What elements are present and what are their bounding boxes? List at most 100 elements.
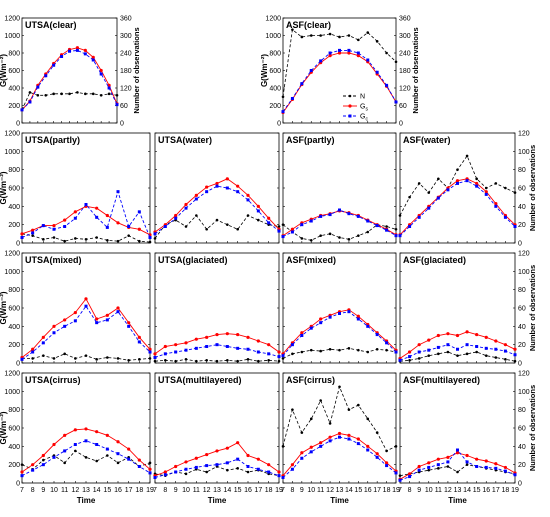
x-tick-label: 7	[153, 487, 157, 494]
gs-marker	[20, 470, 24, 474]
gs-marker	[184, 460, 188, 464]
gs-marker	[84, 297, 88, 301]
y2-tick-label: 240	[120, 51, 132, 58]
y2-tick-label: 80	[518, 407, 526, 414]
x-tick-label: 18	[502, 487, 510, 494]
x-tick-label: 13	[454, 487, 462, 494]
y2-tick-label: 300	[120, 33, 132, 40]
gc-marker	[494, 466, 498, 470]
gc-marker	[347, 437, 351, 441]
panel-ASF(multilayered): 0 20 40 60 80 100 120 7 8 9 10 11 12 13 14 15 16 17 18 19 AS…	[398, 371, 537, 506]
gc-marker	[225, 186, 229, 190]
gc-marker	[465, 460, 469, 464]
gc-marker	[427, 348, 431, 352]
gc-marker	[236, 190, 240, 194]
gs-marker	[52, 442, 56, 447]
n-marker	[195, 214, 198, 217]
gs-marker	[513, 347, 517, 351]
n-marker	[427, 354, 431, 357]
gs-marker	[163, 344, 167, 349]
gs-marker	[236, 184, 240, 188]
y2-tick-label: 60	[518, 306, 526, 313]
y2-tick-label: 60	[518, 426, 526, 433]
gs-marker	[105, 313, 109, 317]
gs-marker	[494, 201, 498, 206]
n-marker	[456, 354, 459, 357]
gc-marker	[84, 439, 88, 443]
x-tick-label: 13	[336, 487, 344, 494]
x-tick-label: 19	[146, 487, 154, 494]
y-tick-label: 1000	[4, 149, 20, 156]
y-tick-label: 600	[8, 306, 20, 313]
gc-marker	[494, 347, 498, 351]
panel-UTSA(mixed): 0 200 400 600 800 1000 1200 UTSA(mixed) G(Wm⁻²)	[0, 251, 152, 368]
n-marker	[74, 357, 77, 360]
gc-marker	[503, 215, 507, 219]
gs-marker	[215, 449, 219, 453]
n-marker	[347, 238, 351, 241]
gc-marker	[417, 350, 421, 354]
n-marker	[195, 359, 198, 363]
n-marker	[215, 218, 219, 222]
n-marker	[456, 168, 459, 171]
n-marker	[338, 35, 341, 39]
gs-marker	[455, 333, 460, 338]
n-marker	[267, 358, 270, 362]
panel-title: ASF(cirrus)	[286, 375, 335, 385]
x-tick-label: 14	[463, 487, 471, 494]
gs-marker	[105, 213, 109, 218]
n-marker	[513, 359, 517, 363]
n-marker	[385, 348, 388, 352]
gc-marker	[137, 210, 141, 214]
panel-frame	[282, 17, 397, 124]
x-tick-label: 18	[135, 487, 143, 494]
gs-marker	[63, 218, 67, 222]
gc-marker	[347, 310, 351, 314]
gs-marker	[184, 341, 188, 345]
gc-marker	[63, 449, 67, 453]
gc-marker	[84, 304, 88, 308]
panel-frame	[154, 132, 280, 244]
gs-marker	[246, 335, 250, 339]
gc-marker	[503, 469, 507, 473]
gs-marker	[300, 451, 304, 455]
n-marker	[236, 227, 239, 231]
n-marker	[319, 34, 322, 37]
gc-marker	[63, 225, 67, 228]
x-tick-label: 17	[373, 487, 381, 494]
gs-marker	[494, 339, 498, 343]
n-marker	[366, 31, 370, 34]
gc-marker	[427, 206, 431, 210]
n-marker	[300, 431, 304, 434]
n-marker	[347, 408, 351, 411]
x-tick-label: 15	[354, 487, 362, 494]
gs-marker	[277, 350, 281, 354]
gc-marker	[91, 58, 95, 62]
n-marker	[226, 468, 229, 472]
n-marker	[106, 238, 109, 242]
x-tick-label: 16	[114, 487, 122, 494]
gc-marker	[246, 347, 250, 351]
gs-marker	[194, 456, 198, 460]
y2-tick-label: 180	[120, 68, 132, 75]
y2-tick-label: 0	[518, 481, 522, 488]
gc-marker	[513, 473, 517, 477]
n-marker	[184, 225, 188, 228]
n-marker	[42, 238, 45, 241]
x-tick-label: 8	[163, 487, 167, 494]
x-tick-label: 15	[473, 487, 481, 494]
gc-marker	[394, 100, 398, 104]
y-axis-label: G(Wm⁻²)	[0, 171, 8, 204]
gc-marker	[267, 470, 271, 474]
gs-marker	[328, 54, 332, 58]
gc-marker	[68, 49, 71, 53]
y2-tick-label: 60	[518, 186, 526, 193]
n-marker	[375, 40, 379, 43]
gc-marker	[300, 456, 304, 460]
gs-marker	[91, 55, 95, 59]
x-tick-label: 8	[31, 487, 35, 494]
n-marker	[437, 352, 440, 356]
gc-marker	[127, 324, 131, 328]
gc-marker	[116, 190, 120, 194]
